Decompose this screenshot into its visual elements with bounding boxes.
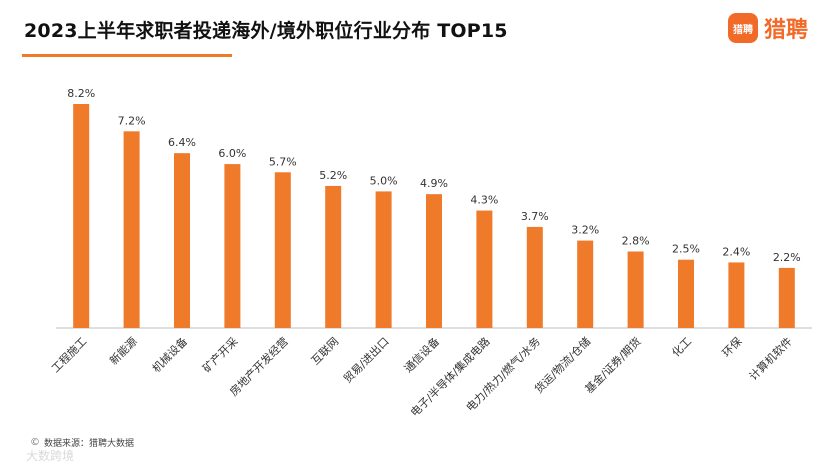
data-label-9: 3.7%: [521, 210, 549, 223]
bar-7: [426, 194, 442, 328]
data-label-0: 8.2%: [67, 87, 95, 100]
data-label-8: 4.3%: [470, 194, 498, 207]
category-label-14: 计算机软件: [746, 334, 795, 383]
category-label-13: 环保: [719, 334, 744, 359]
bar-2: [174, 153, 190, 328]
bar-11: [627, 251, 644, 328]
data-label-2: 6.4%: [168, 136, 196, 149]
bar-4: [274, 172, 291, 328]
bar-9: [526, 226, 543, 328]
data-label-11: 2.8%: [622, 235, 650, 248]
data-label-13: 2.4%: [722, 245, 750, 258]
data-label-6: 5.0%: [370, 174, 398, 187]
data-label-5: 5.2%: [319, 169, 347, 182]
bar-6: [375, 191, 392, 328]
category-label-6: 贸易/进出口: [340, 334, 391, 385]
bar-13: [728, 262, 745, 328]
liepin-logo-text: 猎聘: [763, 18, 808, 43]
bar-3: [224, 164, 241, 328]
bar-5: [325, 185, 342, 328]
bar-8: [476, 210, 493, 328]
bar-10: [577, 240, 594, 328]
data-source-note: © 数据来源：猎聘大数据: [30, 436, 134, 449]
bar-12: [678, 259, 694, 328]
data-label-4: 5.7%: [269, 155, 297, 168]
category-label-3: 矿产开采: [200, 334, 241, 375]
data-label-7: 4.9%: [420, 177, 448, 190]
data-label-12: 2.5%: [672, 243, 700, 256]
category-label-12: 化工: [669, 334, 694, 359]
liepin-logo: 猎聘 猎聘: [727, 12, 808, 44]
source-icon: ©: [30, 437, 40, 448]
data-label-1: 7.2%: [118, 114, 146, 127]
category-label-7: 通信设备: [401, 334, 442, 375]
liepin-logo-icon: 猎聘: [727, 13, 758, 43]
bar-0: [73, 104, 90, 328]
data-label-10: 3.2%: [571, 224, 599, 237]
data-label-3: 6.0%: [218, 147, 246, 160]
title-underline: [22, 54, 232, 57]
category-label-5: 互联网: [309, 335, 342, 368]
data-label-14: 2.2%: [773, 251, 801, 264]
bar-1: [123, 131, 140, 328]
category-label-2: 机械设备: [149, 334, 190, 375]
category-label-1: 新能源: [106, 334, 139, 367]
watermark: 大数跨境: [26, 449, 75, 463]
category-label-0: 工程施工: [49, 335, 89, 375]
page-title: 2023上半年求职者投递海外/境外职位行业分布 TOP15: [24, 20, 508, 42]
bar-14: [778, 267, 795, 328]
data-source-text: 数据来源：猎聘大数据: [44, 439, 135, 449]
